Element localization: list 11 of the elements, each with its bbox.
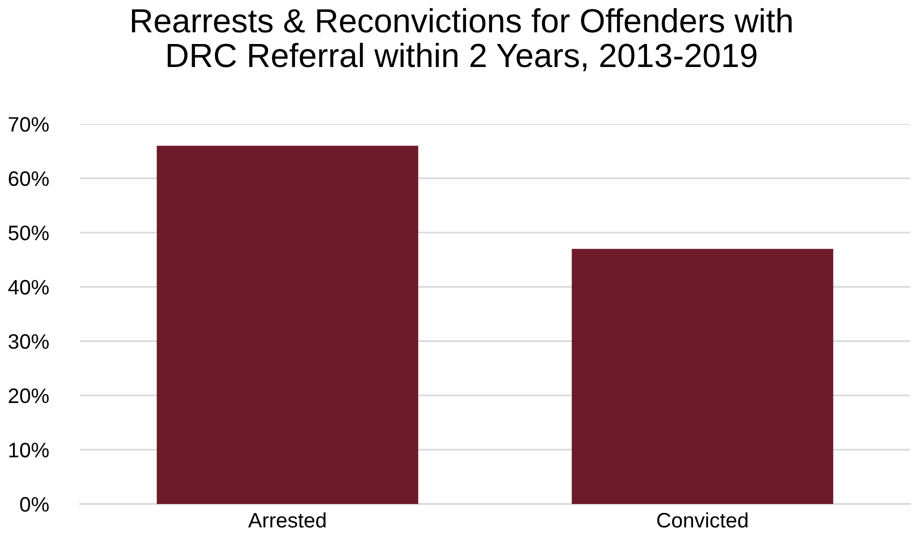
chart-title: Rearrests & Reconvictions for Offenders with DRC Referral within 2 Years, 2013-2019 — [132, 8, 792, 72]
y-tick-label: 30% — [8, 334, 49, 349]
y-tick-label: 60% — [8, 171, 49, 186]
y-tick-label: 50% — [8, 226, 49, 240]
y-tick-label: 10% — [9, 442, 49, 458]
y-tick-label: 0% — [20, 497, 49, 512]
y-tick-label: 40% — [8, 280, 49, 295]
y-tick-label: 70% — [8, 117, 49, 132]
x-tick-label: Convicted — [657, 512, 748, 528]
y-tick-label: 20% — [8, 388, 49, 404]
x-tick-label: Arrested — [248, 512, 326, 528]
